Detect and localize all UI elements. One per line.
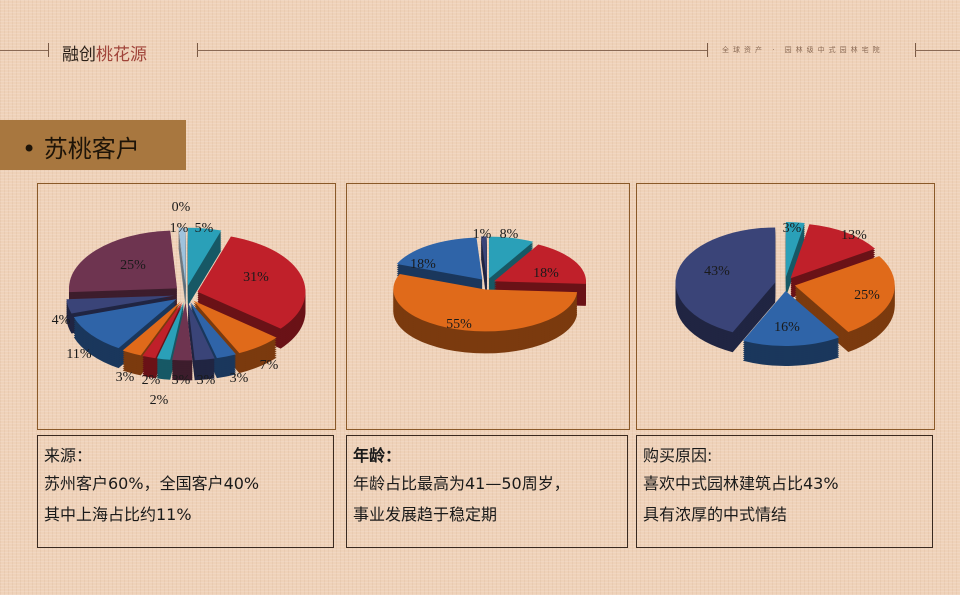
pie-slice xyxy=(142,302,183,359)
pie-data-label: 25% xyxy=(120,258,146,273)
box-heading: 来源： xyxy=(44,446,93,465)
box-heading: 购买原因: xyxy=(643,446,713,465)
header-tick xyxy=(48,43,49,57)
pie-data-label: 4% xyxy=(52,313,71,328)
brand-name-a: 融创 xyxy=(62,45,96,65)
pie-data-label: 13% xyxy=(841,228,867,243)
pie-slice-side xyxy=(178,239,186,298)
pie-data-label: 2% xyxy=(150,393,169,408)
pie-data-label: 3% xyxy=(116,370,135,385)
pie-slice-side xyxy=(178,243,186,302)
pie-data-label: 1% xyxy=(170,221,189,236)
pie-slice xyxy=(489,236,534,279)
pie-data-label: 3% xyxy=(172,373,191,388)
pie-data-label: 0% xyxy=(172,200,191,215)
pie-slice xyxy=(193,300,277,354)
pie-data-label: 55% xyxy=(446,317,472,332)
pie-slice xyxy=(190,301,236,359)
box-line: 年龄占比最高为41—50周岁， xyxy=(353,474,570,493)
pie-data-label: 7% xyxy=(260,358,279,373)
pie-slice xyxy=(494,244,586,284)
pie-chart-age: 8% 18% 55% 18% 1% xyxy=(393,227,586,354)
pie-slice-side xyxy=(178,247,186,306)
box-line: 苏州客户60%，全国客户40% xyxy=(44,474,260,493)
pie-data-label: 31% xyxy=(243,270,269,285)
pie-chart-reason: 3% 13% 25% 16% 43% xyxy=(675,221,895,367)
header-rule xyxy=(0,50,48,51)
pie-slice xyxy=(156,302,184,360)
pie-slice-side xyxy=(178,229,186,288)
box-line: 喜欢中式园林建筑占比43% xyxy=(643,474,839,493)
chart-panel-reason: 3% 13% 25% 16% 43% xyxy=(636,183,935,430)
pie-chart-source: 5%31%7%3%3%3%2%2%3%11%4%25%0%1% xyxy=(52,200,306,408)
box-line: 具有浓厚的中式情结 xyxy=(643,505,788,524)
section-banner: • 苏桃客户 xyxy=(0,120,186,170)
pie-data-label: 11% xyxy=(66,347,91,362)
chart-panel-age: 8% 18% 55% 18% 1% xyxy=(346,183,630,430)
box-line: 事业发展趋于稳定期 xyxy=(353,505,498,524)
pie-slice xyxy=(794,256,895,332)
box-line: 其中上海占比约11% xyxy=(44,505,192,524)
pie-data-label: 43% xyxy=(704,264,730,279)
header-rule xyxy=(915,50,960,51)
pie-slice xyxy=(785,222,805,277)
pie-slice xyxy=(68,230,177,293)
pie-data-label: 3% xyxy=(230,371,249,386)
pie-data-label: 5% xyxy=(195,221,214,236)
pie-slice xyxy=(66,295,175,314)
pie-slice-side xyxy=(178,233,186,292)
chart-panel-source: 5% 31% 7% 3% 3% 3% 2% 2% 3% 11% 4% 25% 0% 1% xyxy=(37,183,336,430)
pie-data-label: 18% xyxy=(410,257,436,272)
box-heading: 年龄： xyxy=(353,446,402,465)
pie-slice xyxy=(675,227,776,333)
header-tick xyxy=(707,43,708,57)
pie-data-label: 3% xyxy=(197,373,216,388)
text-box-reason: 购买原因: 喜欢中式园林建筑占比43% 具有浓厚的中式情结 xyxy=(636,435,933,548)
pie-slice xyxy=(178,227,186,286)
pie-slice xyxy=(743,291,840,347)
pie-slice-side xyxy=(178,245,186,304)
text-box-source: 来源： 苏州客户60%，全国客户40% 其中上海占比约11% xyxy=(37,435,334,548)
pie-slice xyxy=(73,299,177,349)
pie-slice xyxy=(481,236,487,279)
pie-data-label: 8% xyxy=(500,227,519,242)
pie-slice-side xyxy=(178,235,186,294)
brand-logo: 融创桃花源 xyxy=(62,40,147,65)
pie-slice-side xyxy=(178,237,186,296)
pie-data-label: 16% xyxy=(774,320,800,335)
pie-data-label: 18% xyxy=(533,266,559,281)
pie-slice xyxy=(197,236,306,329)
pie-slice xyxy=(187,302,215,361)
header-tagline: 全球资产 · 园林级中式园林宅院 xyxy=(722,46,884,54)
pie-data-label: 25% xyxy=(854,288,880,303)
pie-slice xyxy=(122,301,181,356)
pie-slice-side xyxy=(178,231,186,290)
pie-data-label: 3% xyxy=(783,221,802,236)
pie-slice xyxy=(172,302,193,361)
pie-slice xyxy=(790,224,876,279)
pie-slice xyxy=(393,274,578,332)
text-box-age: 年龄： 年龄占比最高为41—50周岁， 事业发展趋于稳定期 xyxy=(346,435,628,548)
pie-data-label: 2% xyxy=(142,373,161,388)
pie-data-label: 1% xyxy=(473,227,492,242)
pie-slice xyxy=(178,227,186,286)
header-rule xyxy=(197,50,707,51)
pie-slice-side xyxy=(178,241,186,300)
pie-slice xyxy=(396,237,483,280)
section-title: • 苏桃客户 xyxy=(22,135,140,163)
brand-name-b: 桃花源 xyxy=(96,45,147,65)
pie-slice xyxy=(187,227,222,286)
